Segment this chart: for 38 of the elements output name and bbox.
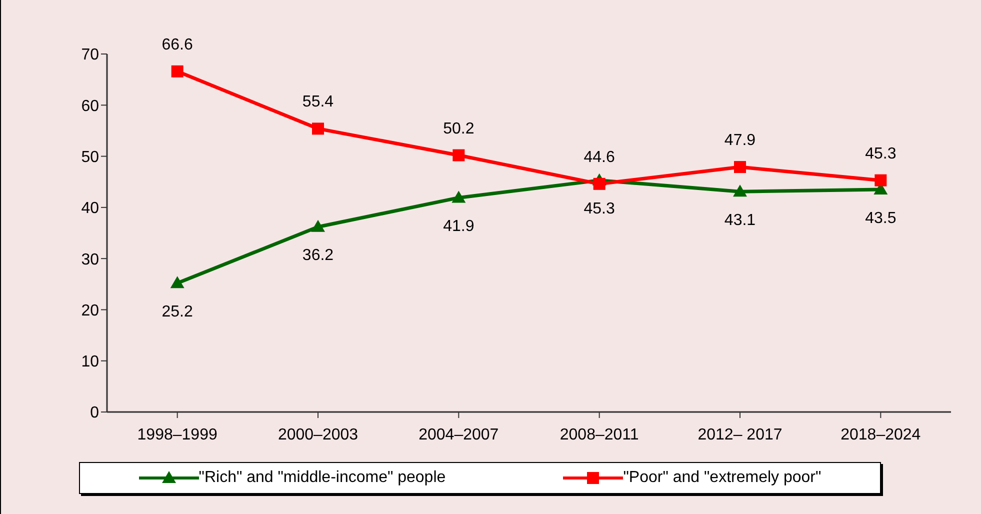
data-label: 55.4 bbox=[302, 94, 334, 111]
data-label: 66.6 bbox=[162, 36, 194, 54]
x-tick-label: 2000–2003 bbox=[278, 426, 358, 444]
x-tick-label: 2018–2024 bbox=[840, 426, 921, 444]
point bbox=[452, 190, 466, 203]
point bbox=[874, 174, 887, 186]
y-tick-label: 70 bbox=[81, 46, 100, 64]
data-label: 36.2 bbox=[302, 247, 334, 264]
point bbox=[734, 161, 746, 174]
data-label: 44.6 bbox=[584, 148, 616, 166]
point bbox=[171, 65, 184, 78]
x-tick-label: 2008–2011 bbox=[560, 426, 639, 444]
legend-label: "Rich" and "middle-income" people bbox=[198, 469, 446, 487]
y-tick-label: 10 bbox=[81, 354, 100, 371]
y-tick-label: 50 bbox=[81, 148, 100, 166]
data-label: 45.3 bbox=[584, 200, 616, 218]
point bbox=[593, 178, 606, 190]
data-label: 25.2 bbox=[162, 303, 194, 320]
x-tick-label: 1998–1999 bbox=[137, 426, 218, 444]
point bbox=[452, 149, 465, 162]
y-tick-label: 0 bbox=[90, 404, 100, 422]
point bbox=[311, 220, 325, 232]
y-tick-label: 60 bbox=[81, 98, 100, 115]
y-tick-label: 40 bbox=[81, 200, 100, 218]
y-tick-label: 20 bbox=[81, 302, 100, 320]
data-label: 41.9 bbox=[443, 218, 474, 236]
y-tick-label: 30 bbox=[81, 251, 100, 268]
legend-label: "Poor" and "extremely poor" bbox=[623, 469, 822, 487]
data-label: 43.1 bbox=[724, 212, 756, 229]
x-tick-label: 2012– 2017 bbox=[698, 426, 782, 444]
point bbox=[733, 184, 747, 197]
data-label: 50.2 bbox=[443, 120, 474, 138]
data-label: 47.9 bbox=[724, 132, 756, 150]
data-label: 45.3 bbox=[865, 145, 896, 162]
data-label: 43.5 bbox=[865, 210, 896, 227]
point bbox=[312, 122, 324, 135]
point bbox=[170, 276, 184, 288]
x-tick-label: 2004–2007 bbox=[418, 426, 499, 444]
